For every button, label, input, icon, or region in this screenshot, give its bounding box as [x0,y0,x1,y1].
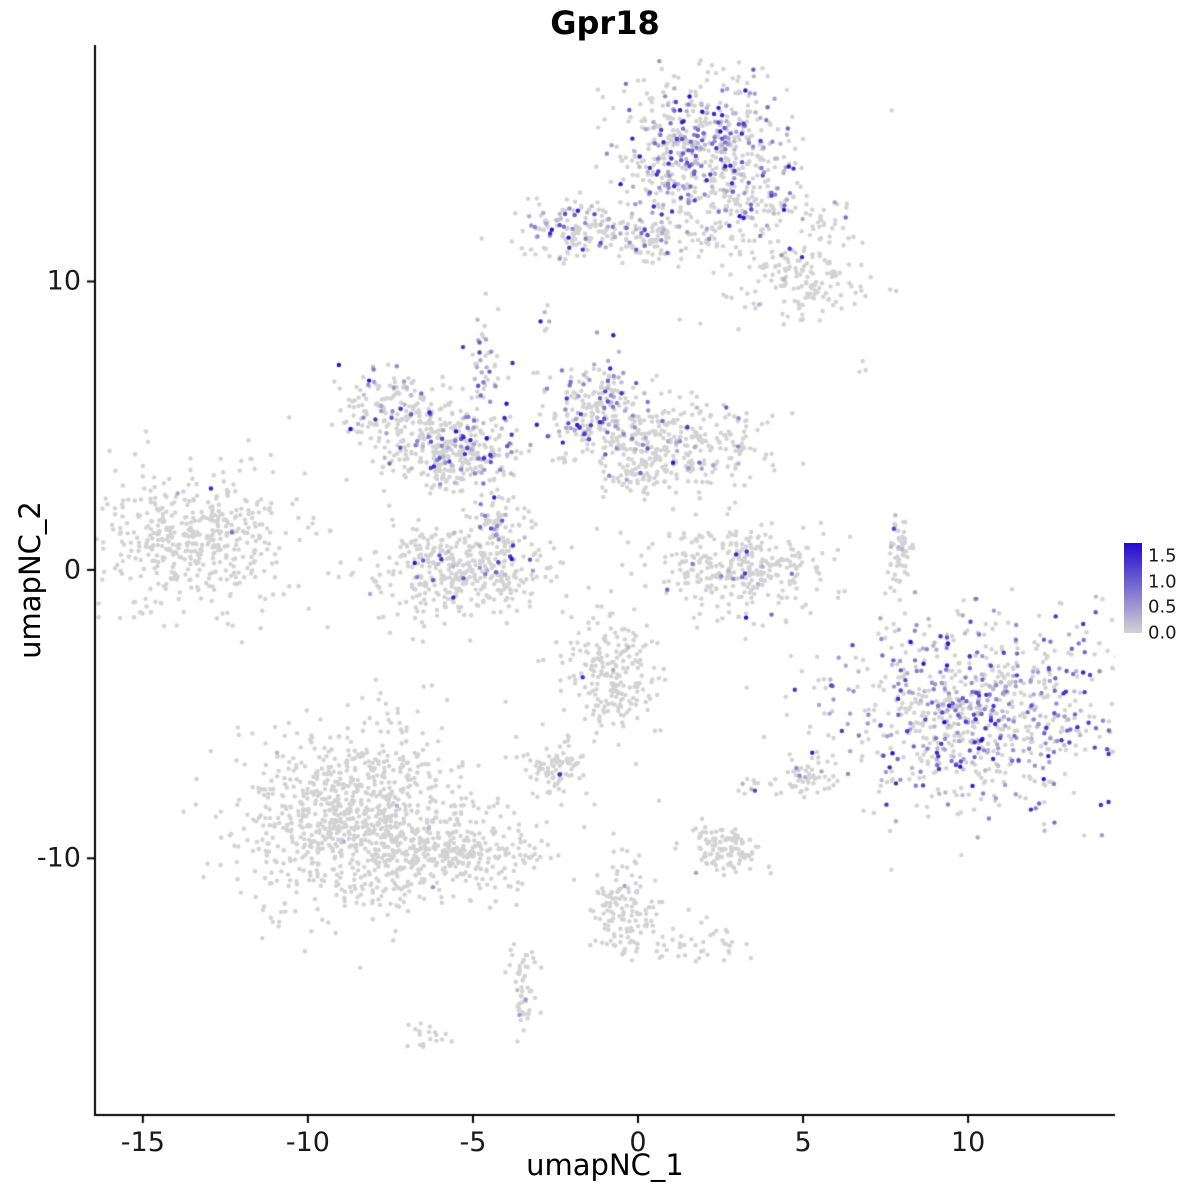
expression-legend: 1.5 1.0 0.5 0.0 [1124,543,1200,644]
legend-tick-label: 1.0 [1148,571,1177,593]
x-axis-label: umapNC_1 [526,1148,684,1182]
plot-title: Gpr18 [550,4,660,42]
legend-gradient-bar [1124,543,1142,633]
y-axis-label: umapNC_2 [13,501,47,659]
legend-tick-label: 0.0 [1148,622,1177,644]
legend-tick-label: 1.5 [1148,545,1177,567]
legend-tick-label: 0.5 [1148,596,1177,618]
